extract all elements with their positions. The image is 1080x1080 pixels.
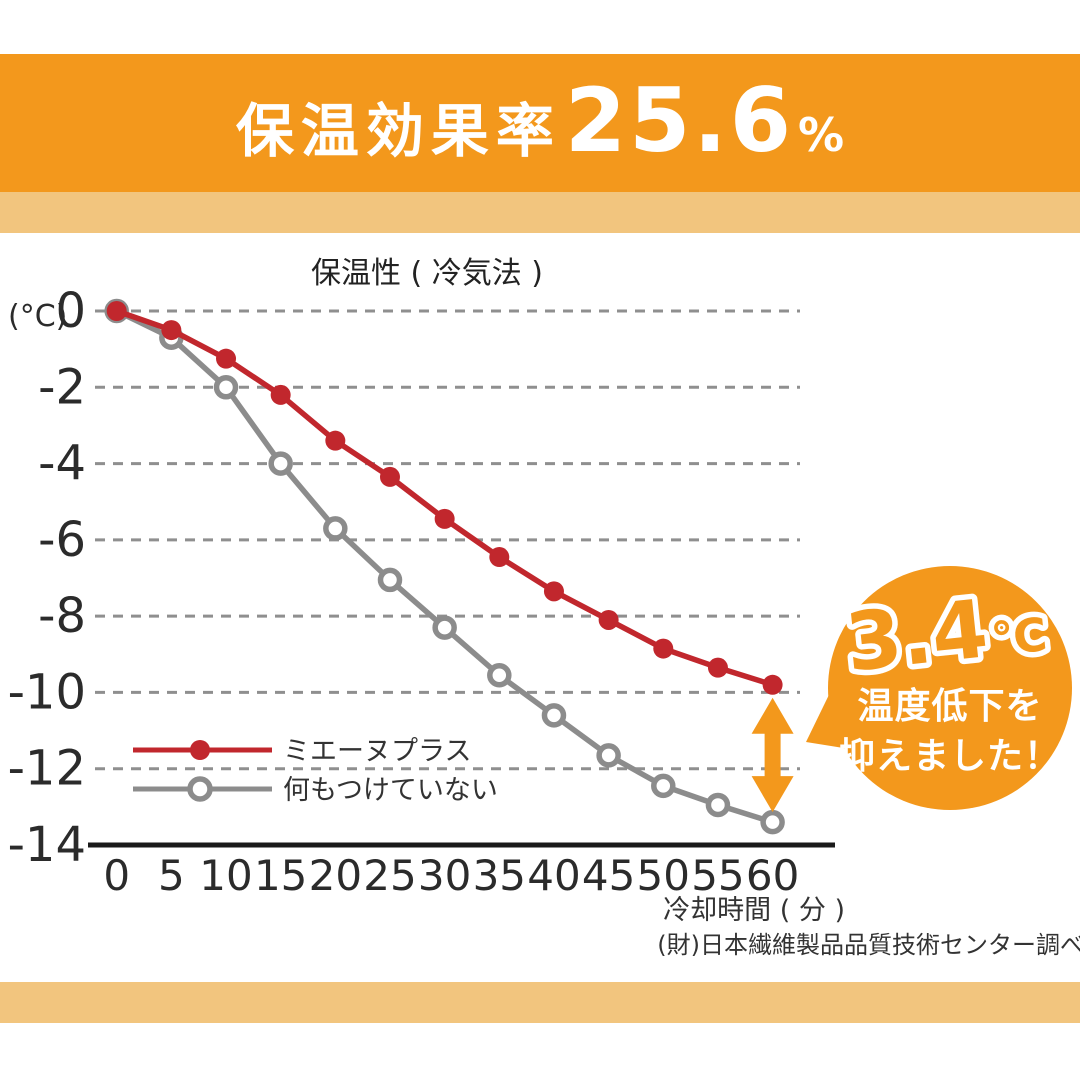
x-tick-label: 40: [527, 851, 580, 900]
x-tick-label: 45: [582, 851, 635, 900]
y-tick-label: -10: [8, 664, 86, 720]
data-point-open: [432, 615, 457, 640]
banner-value: 25.6: [564, 69, 795, 172]
data-point-filled: [707, 657, 728, 678]
data-point-open: [651, 773, 676, 799]
legend-marker-series1: [190, 740, 210, 760]
x-tick-label: 20: [309, 851, 362, 900]
y-axis-unit-label: (°C): [8, 299, 67, 334]
data-point-open: [596, 743, 621, 768]
data-point-filled: [434, 508, 455, 529]
source-note: (財)日本繊維製品品質技術センター調べ: [657, 931, 1080, 959]
chart-title: 保温性 ( 冷気法 ): [311, 256, 543, 291]
y-tick-label: -8: [38, 588, 86, 644]
data-point-open: [213, 375, 239, 400]
data-point-open: [377, 567, 403, 593]
x-tick-label: 55: [691, 851, 744, 900]
data-point-filled: [489, 547, 510, 568]
y-tick-label: -2: [38, 359, 86, 415]
badge-value: 3.4: [841, 582, 992, 689]
banner-accent-strip: [0, 192, 1080, 233]
data-point-filled: [653, 638, 674, 659]
header-banner: 保温効果率 25.6%: [0, 54, 1080, 192]
legend-label-series2: 何もつけていない: [283, 775, 498, 806]
data-point-filled: [598, 609, 619, 630]
data-series: [104, 298, 785, 835]
y-tick-label: 0: [55, 283, 86, 339]
x-tick-label: 60: [746, 851, 799, 900]
x-tick-label: 30: [418, 851, 471, 900]
x-tick-label: 10: [199, 851, 252, 900]
badge-text-line1: 温度低下を: [857, 686, 1043, 727]
data-point-open: [705, 792, 731, 818]
data-point-open: [487, 663, 512, 688]
x-tick-label: 35: [473, 851, 526, 900]
data-point-filled: [379, 466, 400, 487]
x-tick-label: 5: [158, 851, 185, 900]
y-axis-ticks: 0 -2 -4 -6 -8 -10 -12 -14: [8, 283, 86, 873]
data-point-filled: [762, 674, 783, 695]
highlight-badge: 3.4℃ 温度低下を 抑えました！: [828, 566, 1072, 810]
data-point-open: [760, 809, 785, 835]
x-tick-label: 15: [254, 851, 307, 900]
data-point-filled: [161, 320, 182, 341]
badge-text-line2: 抑えました！: [838, 736, 1061, 778]
footer-accent-strip: [0, 982, 1080, 1023]
banner-unit: %: [798, 108, 845, 162]
x-tick-label: 50: [637, 851, 690, 900]
y-tick-label: -4: [38, 436, 86, 492]
badge-unit: ℃: [989, 607, 1050, 667]
x-axis-ticks: 0 5 10 15 20 25 30 35 40 45 50 55 60: [103, 851, 799, 900]
y-tick-label: -14: [8, 817, 86, 873]
data-point-open: [541, 703, 567, 728]
data-point-filled: [270, 384, 291, 405]
y-tick-label: -12: [8, 741, 86, 797]
data-point-filled: [543, 581, 564, 602]
difference-arrow: [751, 697, 794, 813]
data-point-open: [268, 451, 293, 476]
legend-label-series1: ミエーヌプラス: [283, 736, 471, 767]
gridlines: [88, 309, 835, 848]
x-tick-label: 0: [103, 851, 130, 900]
data-point-filled: [106, 301, 127, 321]
data-point-filled: [216, 348, 237, 369]
legend-marker-series2: [187, 776, 213, 802]
banner-title: 保温効果率: [235, 97, 561, 165]
data-point-open: [323, 516, 348, 541]
legend: ミエーヌプラス 何もつけていない: [133, 736, 498, 806]
svg-text:3.4℃: 3.4℃: [841, 576, 1050, 689]
badge-value-graphic: 3.4℃: [836, 577, 1055, 695]
x-axis-title: 冷却時間 ( 分 ): [663, 895, 845, 926]
x-tick-label: 25: [363, 851, 416, 900]
data-point-filled: [325, 430, 346, 451]
y-tick-label: -6: [38, 512, 86, 568]
